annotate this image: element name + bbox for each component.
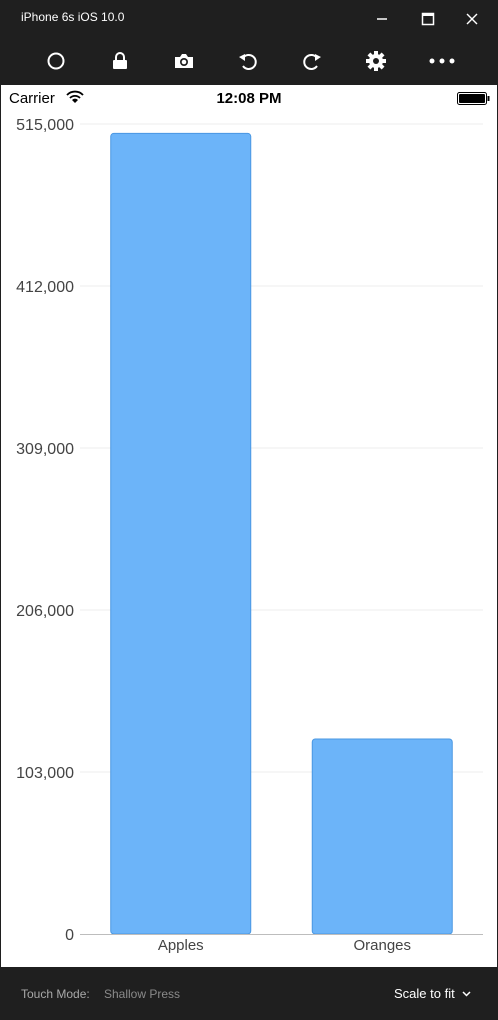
y-tick-label: 515,000 <box>16 117 74 134</box>
touch-mode-value[interactable]: Shallow Press <box>104 987 181 1001</box>
battery-icon <box>457 92 490 105</box>
screenshot-button[interactable] <box>164 43 204 79</box>
title-bar: iPhone 6s iOS 10.0 <box>0 0 498 38</box>
minimize-button[interactable] <box>364 4 400 34</box>
maximize-icon <box>421 12 435 26</box>
y-tick-label: 309,000 <box>16 441 74 458</box>
minimize-icon <box>377 18 387 20</box>
scale-dropdown[interactable]: Scale to fit <box>394 986 471 1001</box>
more-icon <box>429 58 455 64</box>
y-tick-label: 206,000 <box>16 603 74 620</box>
lock-button[interactable] <box>100 43 140 79</box>
x-tick-label: Apples <box>158 937 204 954</box>
bar-chart: 0 103,000 206,000 309,000 412,000 515,000 Appl… <box>16 117 483 954</box>
y-tick-label: 412,000 <box>16 279 74 296</box>
status-bar: Carrier 12:08 PM <box>1 85 497 111</box>
camera-icon <box>175 54 193 68</box>
bar <box>110 132 252 935</box>
rotate-right-icon <box>303 54 321 70</box>
chevron-down-icon <box>462 990 471 997</box>
rotate-left-icon <box>239 54 257 70</box>
scale-dropdown-label: Scale to fit <box>394 986 455 1001</box>
more-button[interactable] <box>422 43 462 79</box>
bar <box>311 738 453 935</box>
rotate-right-button[interactable] <box>292 43 332 79</box>
y-tick-label: 103,000 <box>16 765 74 782</box>
bottom-bar: Touch Mode: Shallow Press Scale to fit <box>0 967 498 1020</box>
close-icon <box>466 13 478 25</box>
x-tick-label: Oranges <box>353 937 411 954</box>
simulator-toolbar <box>0 38 498 84</box>
status-time: 12:08 PM <box>216 90 282 107</box>
home-icon <box>47 52 65 70</box>
window-title: iPhone 6s iOS 10.0 <box>21 10 125 24</box>
y-tick-label: 0 <box>65 927 74 944</box>
close-button[interactable] <box>454 4 490 34</box>
home-button[interactable] <box>36 43 76 79</box>
settings-button[interactable] <box>356 43 396 79</box>
lock-icon <box>113 52 127 69</box>
gear-icon <box>366 51 386 71</box>
wifi-icon <box>66 90 84 103</box>
maximize-button[interactable] <box>410 4 446 34</box>
device-screen: Carrier 12:08 PM 0 103,000 206,000 309,000 4… <box>1 85 497 967</box>
touch-mode-label: Touch Mode: <box>21 987 90 1001</box>
carrier-label: Carrier <box>9 90 55 107</box>
rotate-left-button[interactable] <box>228 43 268 79</box>
